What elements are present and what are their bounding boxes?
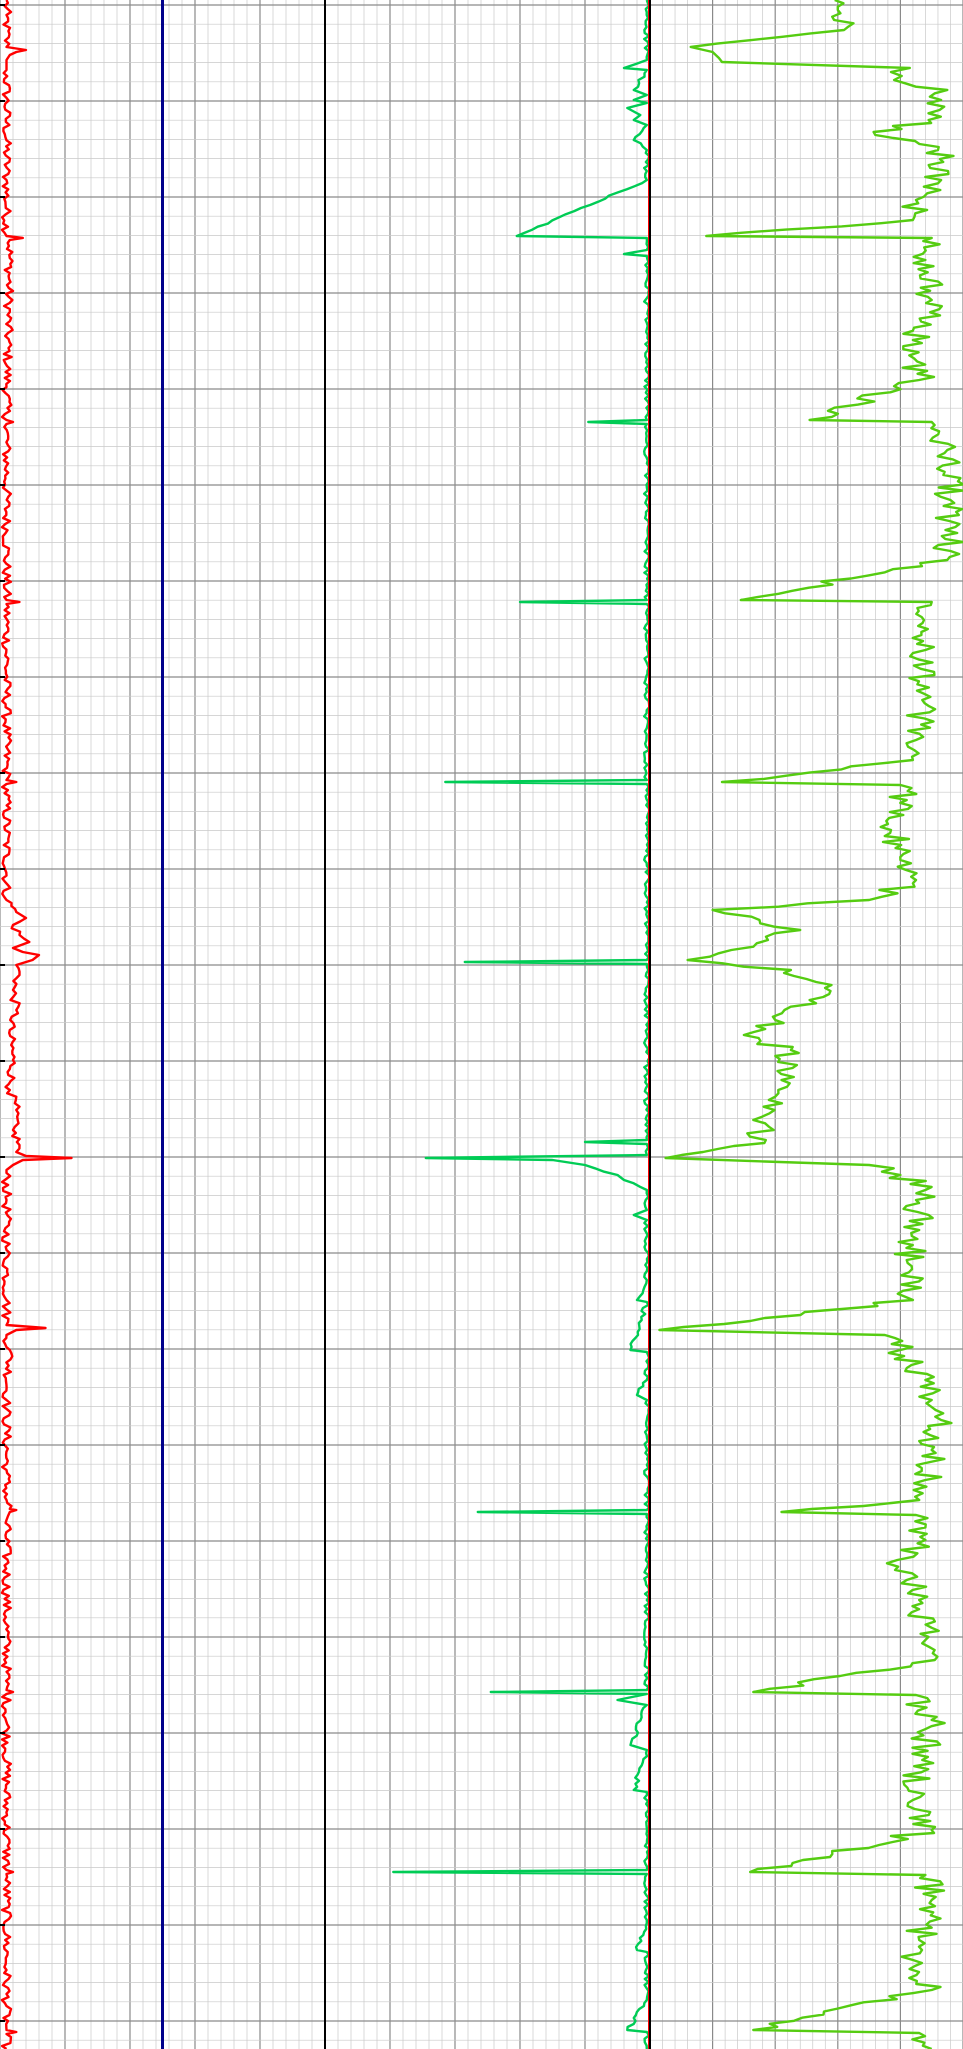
lime-curve bbox=[658, 0, 963, 2049]
track-borders bbox=[324, 0, 651, 2049]
red-curve bbox=[0, 0, 73, 2049]
depth-axis-ticks bbox=[0, 4, 5, 2022]
